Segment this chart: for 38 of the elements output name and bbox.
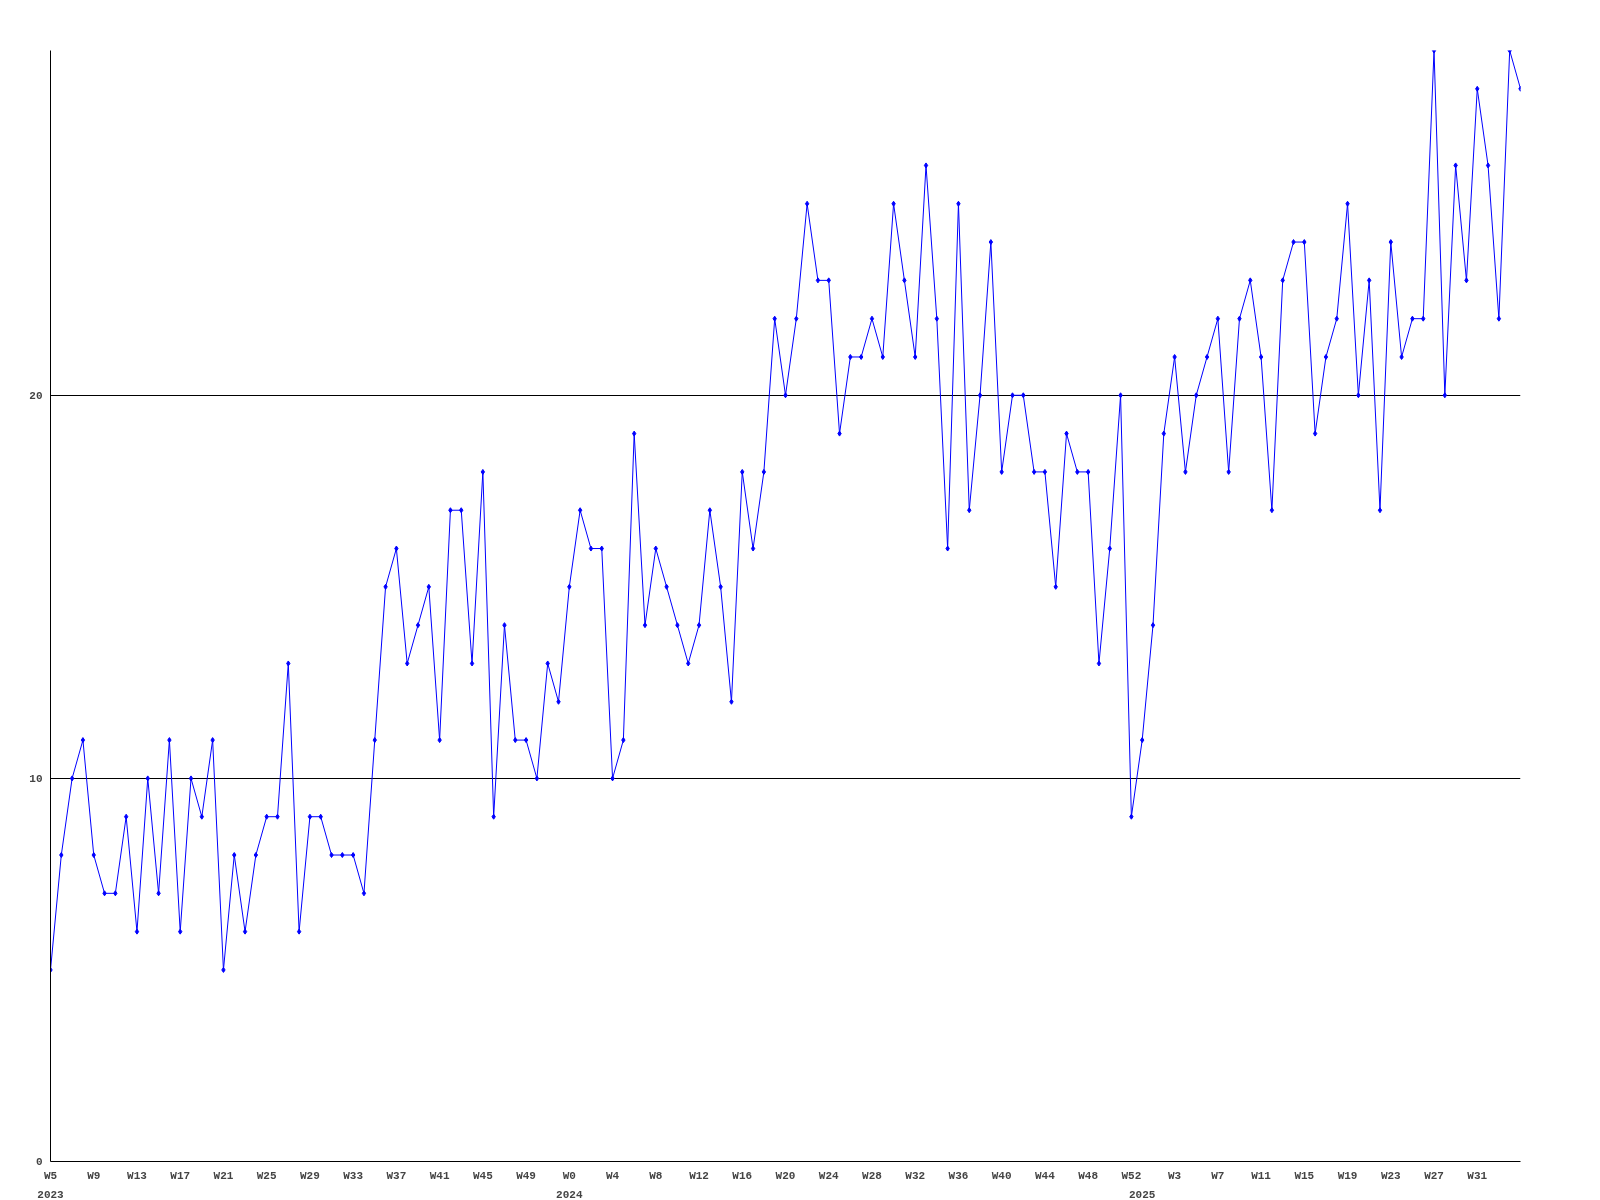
x-tick-label: W17 xyxy=(170,1169,191,1182)
x-tick-label: W15 xyxy=(1294,1169,1315,1182)
x-tick-label: W12 xyxy=(689,1169,709,1182)
y-tick-label: 20 xyxy=(29,389,43,402)
category-label: W0 2024 xyxy=(556,1169,583,1200)
y-tick-label: 0 xyxy=(35,1156,43,1168)
x-tick-label: W44 xyxy=(1035,1169,1056,1182)
x-tick-label: W49 xyxy=(516,1169,536,1182)
x-tick-label: W11 xyxy=(1251,1169,1272,1182)
x-tick-label: W8 xyxy=(649,1169,663,1182)
x-tick-label: W29 xyxy=(300,1169,320,1182)
x-tick-label: W20 xyxy=(775,1169,796,1182)
x-tick-label: W28 xyxy=(862,1169,883,1182)
x-tick-label: W27 xyxy=(1424,1169,1444,1182)
x-tick-label: W45 xyxy=(472,1169,494,1182)
x-tick-label: W19 xyxy=(1337,1169,1358,1182)
x-tick-label: W41 xyxy=(429,1169,450,1182)
x-tick-label: W13 xyxy=(127,1169,148,1182)
x-tick-label: W4 xyxy=(605,1169,620,1182)
x-tick-label: W33 xyxy=(343,1169,364,1182)
y-tick-label: 10 xyxy=(29,772,43,785)
x-tick-label: W32 xyxy=(905,1169,926,1182)
x-tick-label: 2025 xyxy=(1128,1188,1156,1200)
x-tick-label: W7 xyxy=(1211,1169,1225,1182)
x-tick-label: W21 xyxy=(213,1169,234,1182)
x-tick-label: W40 xyxy=(991,1169,1012,1182)
x-tick-label: W9 xyxy=(87,1169,101,1182)
category-label: W5 2023 xyxy=(37,1169,64,1200)
x-tick-label: W31 xyxy=(1467,1169,1488,1182)
x-tick-label: W3 xyxy=(1168,1169,1182,1182)
x-tick-label: W16 xyxy=(732,1169,753,1182)
x-tick-label: W36 xyxy=(948,1169,969,1182)
x-tick-label: W24 xyxy=(818,1169,840,1182)
x-tick-label: W37 xyxy=(386,1169,407,1182)
x-tick-label: W23 xyxy=(1380,1169,1402,1182)
x-tick-label: W52 xyxy=(1121,1169,1142,1182)
x-tick-label: W48 xyxy=(1078,1169,1099,1182)
x-tick-label: W25 xyxy=(256,1169,277,1182)
